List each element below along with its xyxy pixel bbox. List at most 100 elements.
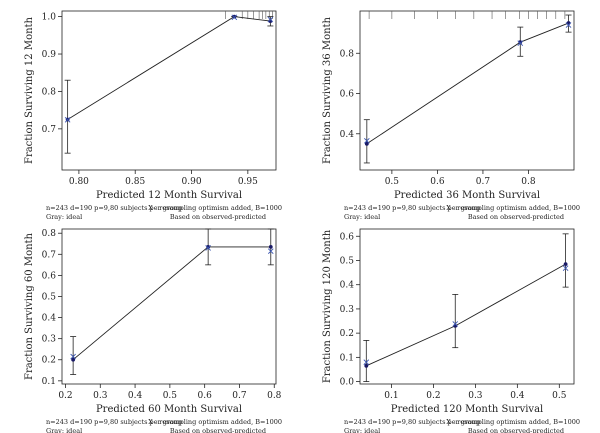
y-tick-label: 0.8 bbox=[340, 49, 355, 59]
x-tick-label: 0.90 bbox=[182, 177, 202, 187]
x-axis-label: Predicted 36 Month Survival bbox=[394, 190, 540, 201]
footnote-gray-ideal: Gray: ideal bbox=[46, 427, 82, 433]
footnote-observed-predicted: Based on observed-predicted bbox=[468, 427, 564, 433]
calibration-line bbox=[366, 22, 569, 145]
corrected-point-x bbox=[64, 117, 71, 123]
corrected-point-x bbox=[267, 248, 274, 254]
x-tick-label: 0.8 bbox=[267, 391, 282, 401]
y-tick-label: 0.0 bbox=[340, 378, 355, 388]
y-tick-label: 0.1 bbox=[42, 377, 56, 387]
footnote-observed-predicted: Based on observed-predicted bbox=[468, 213, 564, 221]
y-tick-label: 0.6 bbox=[340, 232, 355, 242]
observed-point bbox=[364, 363, 369, 368]
y-tick-label: 0.3 bbox=[340, 305, 355, 315]
y-axis-label: Fraction Surviving 60 Month bbox=[24, 232, 35, 380]
chart-panel-1: 0.80 0.85 0.90 0.95 0.7 0.8 0.9 1.0 Predicted 12… bbox=[24, 10, 282, 221]
y-tick-label: 0.8 bbox=[42, 229, 57, 239]
y-tick-label: 0.6 bbox=[42, 271, 57, 281]
y-tick-label: 0.5 bbox=[42, 292, 57, 302]
observed-point bbox=[268, 245, 273, 249]
y-tick-label: 0.3 bbox=[42, 335, 57, 345]
y-tick-label: 0.7 bbox=[42, 125, 57, 135]
x-tick-label: 0.8 bbox=[521, 177, 536, 187]
y-tick-label: 0.7 bbox=[42, 250, 57, 260]
x-tick-label: 0.3 bbox=[93, 391, 108, 401]
plot-frame bbox=[359, 228, 575, 385]
x-tick-label: 0.2 bbox=[58, 391, 72, 401]
corrected-point-x bbox=[205, 245, 211, 251]
calibration-line bbox=[72, 246, 271, 361]
chart-panel-3: 0.2 0.3 0.4 0.5 0.6 0.7 0.80.10.20.30.40.50.60… bbox=[24, 228, 282, 433]
corrected-point-x bbox=[231, 14, 238, 21]
corrected-point-x bbox=[565, 22, 572, 28]
y-tick-label: 0.2 bbox=[42, 356, 56, 366]
footnote-sample-size: n=243 d=190 p=9,80 subjects per group bbox=[344, 418, 480, 426]
footnote-observed-predicted: Based on observed-predicted bbox=[170, 213, 266, 221]
chart-panel-2: 0.5 0.6 0.7 0.8 0.4 0.6 0.8 Predicted 36 Month … bbox=[322, 10, 580, 221]
x-tick-label: 0.6 bbox=[198, 391, 213, 401]
x-tick-label: 0.95 bbox=[238, 177, 258, 187]
footnote-resampling: X - resampling optimism added, B=1000 bbox=[446, 204, 580, 212]
observed-point bbox=[232, 14, 237, 19]
corrected-point-x bbox=[363, 359, 370, 366]
observed-point bbox=[71, 357, 76, 362]
corrected-point-x bbox=[364, 137, 370, 144]
footnote-sample-size: n=243 d=190 p=9,80 subjects per group bbox=[46, 204, 182, 212]
y-tick-label: 0.8 bbox=[42, 87, 57, 97]
calibration-line bbox=[67, 16, 271, 120]
footnote-resampling: X - resampling optimism added, B=1000 bbox=[148, 204, 282, 212]
y-tick-label: 0.5 bbox=[340, 256, 355, 266]
observed-point bbox=[563, 262, 568, 267]
y-tick-label: 0.9 bbox=[42, 50, 57, 60]
x-tick-label: 0.1 bbox=[384, 391, 398, 401]
x-tick-label: 0.80 bbox=[69, 177, 89, 187]
footnote-sample-size: n=243 d=190 p=9,80 subjects per group bbox=[46, 418, 182, 426]
y-axis-label: Fraction Surviving 12 Month bbox=[24, 16, 35, 164]
footnote-resampling: X - resampling optimism added, B=1000 bbox=[446, 418, 580, 426]
footnote-resampling: X - resampling optimism added, B=1000 bbox=[148, 418, 282, 426]
x-tick-label: 0.85 bbox=[125, 177, 145, 187]
corrected-point-x bbox=[70, 353, 76, 360]
y-tick-label: 0.1 bbox=[340, 353, 354, 363]
y-tick-label: 1.0 bbox=[42, 13, 57, 23]
observed-point bbox=[206, 245, 211, 249]
x-tick-label: 0.3 bbox=[468, 391, 483, 401]
observed-point bbox=[518, 40, 523, 45]
footnote-gray-ideal: Gray: ideal bbox=[344, 213, 380, 221]
observed-point bbox=[364, 141, 369, 146]
y-axis-label: Fraction Surviving 36 Month bbox=[322, 16, 333, 164]
corrected-point-x bbox=[267, 16, 274, 23]
corrected-point-x bbox=[562, 265, 569, 272]
x-tick-label: 0.5 bbox=[552, 391, 567, 401]
corrected-point-x bbox=[517, 40, 524, 47]
y-tick-label: 0.2 bbox=[340, 329, 354, 339]
x-tick-label: 0.6 bbox=[430, 177, 445, 187]
y-axis-label: Fraction Surviving 120 Month bbox=[322, 229, 333, 383]
x-tick-label: 0.7 bbox=[476, 177, 491, 187]
x-axis-label: Predicted 60 Month Survival bbox=[96, 404, 242, 415]
footnote-sample-size: n=243 d=190 p=9,80 subjects per group bbox=[344, 204, 480, 212]
x-axis-label: Predicted 120 Month Survival bbox=[391, 404, 543, 415]
x-tick-label: 0.4 bbox=[510, 391, 525, 401]
footnote-observed-predicted: Based on observed-predicted bbox=[170, 427, 266, 433]
y-tick-label: 0.6 bbox=[340, 90, 355, 100]
corrected-point-x bbox=[452, 321, 459, 327]
x-tick-label: 0.4 bbox=[128, 391, 143, 401]
chart-panel-4: 0.1 0.2 0.3 0.4 0.5 0.0 0.1 0.2 0.3 0.4 0.5 0.6 Pred… bbox=[322, 228, 580, 433]
y-tick-label: 0.4 bbox=[340, 281, 355, 291]
plot-frame bbox=[61, 228, 277, 385]
x-tick-label: 0.2 bbox=[426, 391, 440, 401]
observed-point bbox=[566, 21, 571, 25]
y-tick-label: 0.4 bbox=[42, 314, 57, 324]
plot-frame bbox=[359, 10, 575, 171]
x-tick-label: 0.7 bbox=[232, 391, 247, 401]
y-tick-label: 0.4 bbox=[340, 130, 355, 140]
footnote-gray-ideal: Gray: ideal bbox=[46, 213, 82, 221]
x-tick-label: 0.5 bbox=[163, 391, 178, 401]
calibration-line bbox=[366, 263, 566, 367]
x-tick-label: 0.5 bbox=[385, 177, 400, 187]
x-axis-label: Predicted 12 Month Survival bbox=[96, 190, 242, 201]
footnote-gray-ideal: Gray: ideal bbox=[344, 427, 380, 433]
plot-frame bbox=[61, 10, 277, 171]
